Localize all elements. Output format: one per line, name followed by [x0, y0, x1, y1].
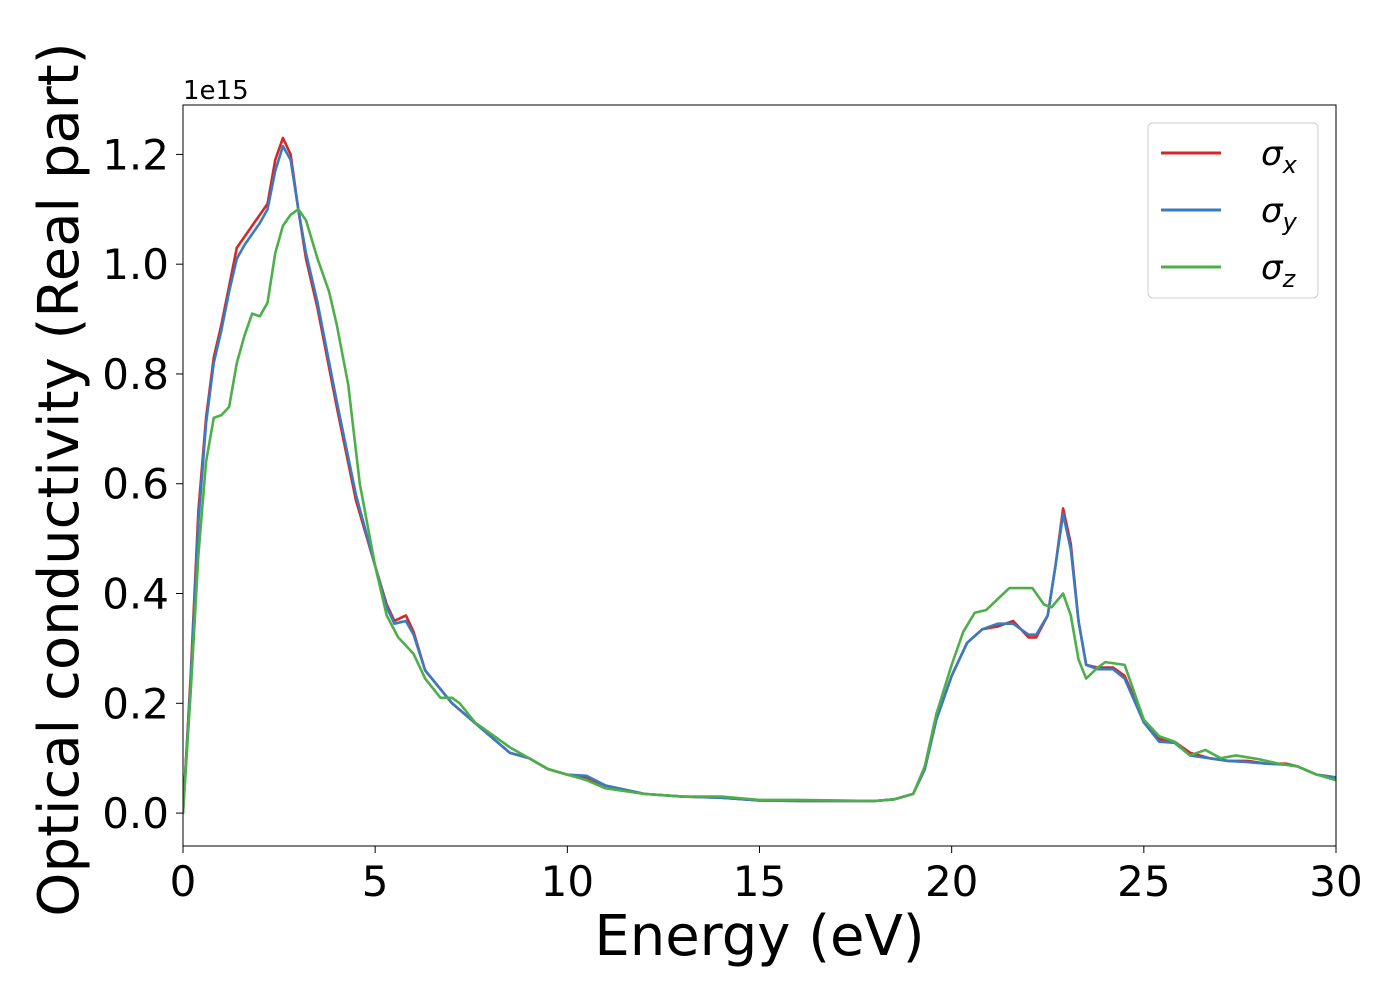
legend-label-z: σz: [1261, 248, 1297, 293]
legend-label-x: σx: [1261, 134, 1298, 179]
x-tick-label: 20: [925, 857, 978, 906]
legend-label-y: σy: [1261, 191, 1298, 236]
y-tick-label: 1.0: [102, 240, 169, 289]
y-tick-label: 0.6: [102, 460, 169, 509]
y-offset-label: 1e15: [183, 76, 249, 106]
x-tick-label: 15: [733, 857, 786, 906]
x-axis-label: Energy (eV): [594, 904, 924, 969]
legend-symbol: σ: [1261, 248, 1284, 288]
legend-subscript: x: [1282, 151, 1298, 179]
legend-subscript: y: [1282, 208, 1298, 236]
x-tick-label: 30: [1309, 857, 1362, 906]
y-tick-label: 1.2: [102, 130, 169, 179]
legend-symbol: σ: [1261, 191, 1284, 231]
legend-subscript: z: [1282, 265, 1297, 293]
series-lines: [183, 136, 1336, 815]
y-tick-label: 0.8: [102, 350, 169, 399]
x-tick-label: 25: [1117, 857, 1170, 906]
x-tick-label: 0: [170, 857, 197, 906]
series-line-z: [183, 207, 1336, 815]
y-tick-label: 0.4: [102, 570, 169, 619]
legend-box: [1147, 122, 1319, 299]
x-tick-label: 10: [541, 857, 594, 906]
x-axis: 0 5 10 15 20 25 30: [170, 846, 1363, 906]
y-tick-label: 0.2: [102, 679, 169, 728]
y-axis: 0.0 0.2 0.4 0.6 0.8 1.0 1.2: [102, 130, 183, 838]
y-tick-label: 0.0: [102, 789, 169, 838]
y-axis-label: Optical conductivity (Real part): [27, 42, 92, 916]
x-tick-label: 5: [362, 857, 389, 906]
legend-symbol: σ: [1261, 134, 1284, 174]
